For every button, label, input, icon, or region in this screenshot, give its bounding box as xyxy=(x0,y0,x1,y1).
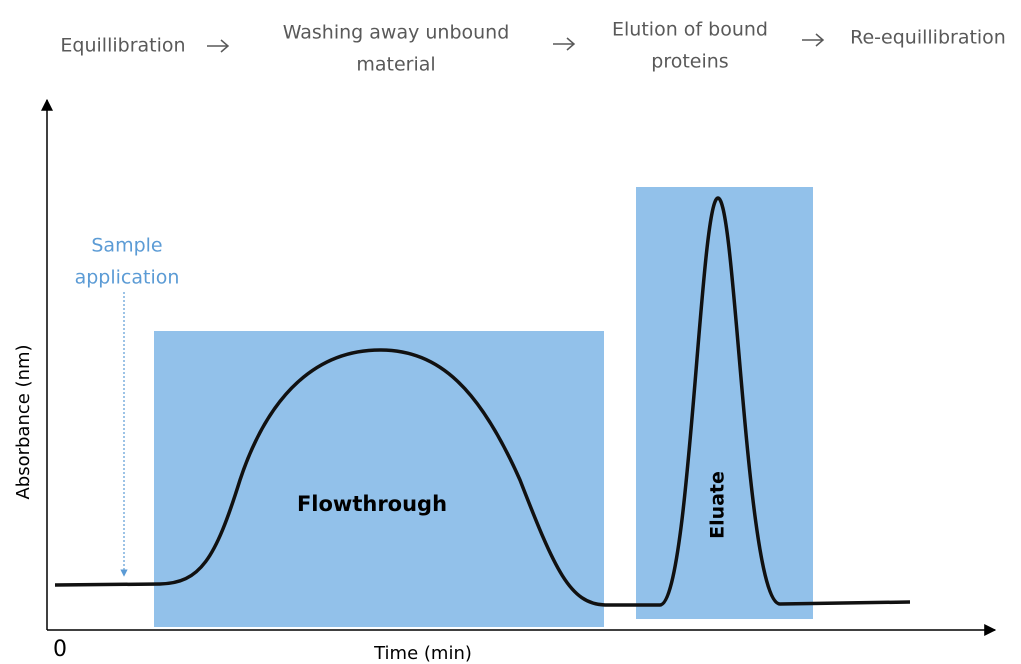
step-label: Equillibration xyxy=(60,35,185,57)
step-arrow xyxy=(802,33,825,47)
step-arrow xyxy=(553,37,576,51)
eluate-label: Eluate xyxy=(707,471,729,539)
y-axis-label: Absorbance (nm) xyxy=(13,344,34,499)
eluate-region xyxy=(636,187,813,619)
step-label: Washing away unbound xyxy=(283,22,510,44)
flowthrough-label: Flowthrough xyxy=(297,492,447,516)
step-arrow xyxy=(207,39,230,53)
step-label: proteins xyxy=(651,51,728,73)
x-axis-label: Time (min) xyxy=(373,643,472,664)
steps: Equillibration Washing away unbound materi… xyxy=(60,19,1005,76)
annotation: application xyxy=(75,267,180,289)
step-label: material xyxy=(356,54,435,76)
step-label: Elution of bound xyxy=(612,19,768,41)
eluate-peak xyxy=(659,196,781,606)
step-label: Re-equillibration xyxy=(850,27,1006,49)
annotation: Sample xyxy=(91,235,162,257)
flowthrough-region xyxy=(154,331,604,627)
origin-label: 0 xyxy=(53,637,67,662)
